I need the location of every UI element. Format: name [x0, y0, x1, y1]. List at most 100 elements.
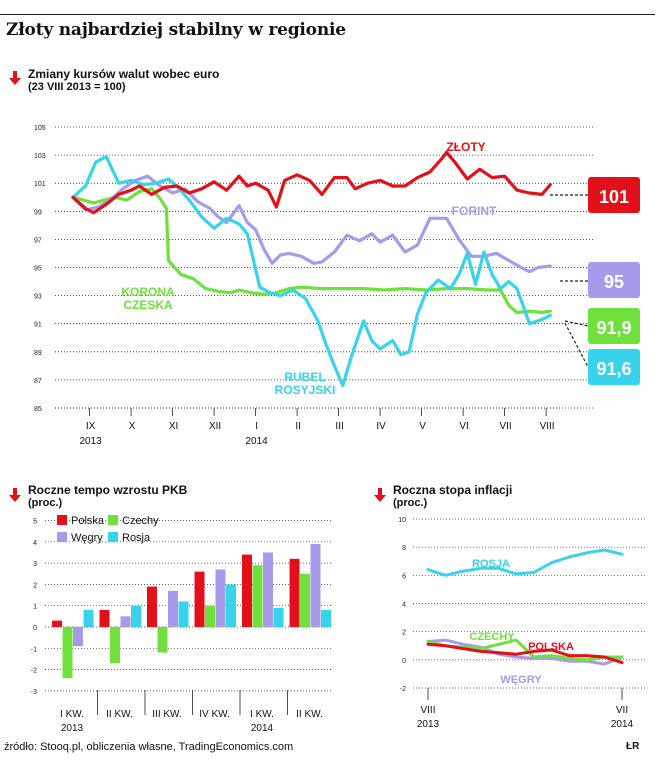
- cpi-series-line-wegry: [426, 638, 624, 666]
- fx-chart-subtitle: (23 VIII 2013 = 100): [28, 81, 126, 93]
- gdp-x-tick-label: I KW.: [60, 709, 84, 720]
- fx-x-tick-label: I: [255, 421, 258, 432]
- gdp-bar-wegry: [73, 627, 83, 647]
- fx-y-tick-label: 97: [34, 237, 42, 244]
- cpi-y-tick-label: -2: [400, 686, 406, 693]
- gdp-legend-swatch-czechy: [108, 515, 118, 525]
- gdp-bar-czechy: [157, 627, 168, 653]
- gdp-chart-title: Roczne tempo wzrostu PKB: [28, 483, 188, 497]
- fx-series-line-zloty: [71, 150, 552, 215]
- gdp-bar-czechy: [252, 565, 263, 627]
- gdp-bar-czechy: [62, 627, 73, 679]
- gdp-bar-polska: [289, 558, 300, 627]
- fx-end-connector-rubel: [564, 322, 589, 368]
- cpi-series-name-polska: POLSKA: [528, 641, 574, 653]
- cpi-chart-title: Roczna stopa inflacji: [393, 483, 513, 497]
- fx-chart-title: Zmiany kursów walut wobec euro: [28, 67, 220, 81]
- cpi-x-tick-year: 2014: [611, 719, 634, 730]
- gdp-x-tick-label: II KW.: [106, 709, 133, 720]
- red-down-arrow-icon: [9, 71, 21, 85]
- gdp-y-tick-label: -1: [31, 646, 37, 653]
- fx-end-value-label-forint: 95: [604, 272, 624, 292]
- fx-series-line-forint: [71, 174, 552, 274]
- fx-y-tick-label: 95: [34, 266, 42, 273]
- fx-y-tick-label: 105: [34, 125, 46, 132]
- fx-x-tick-label: VI: [459, 421, 468, 432]
- fx-x-tick-label: IV: [376, 421, 386, 432]
- gdp-legend-swatch-wegry: [57, 532, 67, 542]
- gdp-legend-label-czechy: Czechy: [122, 515, 159, 527]
- cpi-x-tick-label: VIII: [420, 705, 435, 716]
- fx-end-value-label-zloty: 101: [599, 187, 629, 207]
- fx-x-tick-label: VII: [499, 421, 511, 432]
- cpi-y-tick-label: 6: [402, 573, 406, 580]
- gdp-bar-czechy: [205, 605, 215, 627]
- gdp-bar-polska: [147, 586, 157, 627]
- gdp-legend-swatch-rosja: [108, 532, 118, 542]
- fx-series-name-rubel: RUBEL: [284, 370, 325, 384]
- fx-end-value-label-korona: 91,9: [596, 318, 631, 338]
- gdp-chart-subtitle: (proc.): [28, 497, 63, 509]
- fx-x-tick-label: II: [295, 421, 301, 432]
- cpi-y-tick-label: 2: [402, 630, 406, 637]
- gdp-y-tick-label: -3: [31, 689, 37, 696]
- gdp-bar-polska: [194, 571, 205, 627]
- gdp-legend-label-polska: Polska: [71, 515, 105, 527]
- fx-y-tick-label: 103: [34, 153, 46, 160]
- cpi-series-name-wegry: WĘGRY: [500, 674, 542, 686]
- gdp-bar-rosja: [321, 609, 331, 627]
- fx-series-line-korona: [71, 187, 552, 315]
- author-credit: ŁR: [626, 741, 640, 752]
- gdp-y-tick-label: 5: [33, 519, 37, 526]
- gdp-bar-rosja: [178, 601, 189, 627]
- gdp-x-tick-label: I KW.: [250, 709, 274, 720]
- gdp-bar-wegry: [263, 552, 273, 627]
- gdp-bar-rosja: [226, 584, 236, 627]
- cpi-y-tick-label: 8: [402, 545, 406, 552]
- fx-x-tick-label: X: [129, 421, 136, 432]
- fx-end-value-box-forint: [588, 262, 640, 298]
- gdp-y-tick-label: 1: [33, 604, 37, 611]
- gdp-legend-label-wegry: Węgry: [71, 532, 103, 544]
- fx-x-tick-label: VIII: [540, 421, 555, 432]
- cpi-series-line-rosja: [426, 548, 624, 577]
- fx-end-value-box-rubel: [588, 349, 640, 385]
- red-down-arrow-icon: [374, 488, 386, 502]
- gdp-x-tick-year: 2014: [251, 723, 274, 734]
- red-down-arrow-icon: [9, 488, 21, 502]
- gdp-bar-wegry: [120, 616, 131, 627]
- gdp-bar-czechy: [110, 627, 120, 664]
- fx-end-connector-korona: [564, 320, 589, 327]
- fx-series-name-korona: KORONA: [121, 285, 175, 299]
- gdp-y-tick-label: 0: [33, 625, 37, 632]
- fx-series-name-forint: FORINT: [452, 204, 497, 218]
- cpi-series-line-polska: [426, 642, 624, 665]
- gdp-bar-polska: [99, 609, 110, 627]
- fx-y-tick-label: 87: [34, 378, 42, 385]
- fx-y-tick-label: 101: [34, 181, 46, 188]
- gdp-bar-wegry: [215, 569, 226, 627]
- fx-end-value-label-rubel: 91,6: [596, 359, 631, 379]
- gdp-y-tick-label: 4: [33, 540, 37, 547]
- gdp-bar-wegry: [310, 543, 321, 627]
- gdp-x-tick-year: 2013: [61, 723, 84, 734]
- cpi-x-tick-year: 2013: [417, 719, 440, 730]
- fx-y-tick-label: 93: [34, 294, 42, 301]
- fx-y-tick-label: 99: [34, 209, 42, 216]
- fx-series-name-rubel: ROSYJSKI: [275, 383, 336, 397]
- gdp-x-tick-label: II KW.: [296, 709, 323, 720]
- cpi-series-name-rosja: ROSJA: [472, 558, 510, 570]
- fx-series-name-korona: CZESKA: [123, 298, 173, 312]
- gdp-legend-swatch-polska: [57, 515, 67, 525]
- gdp-bar-rosja: [273, 607, 284, 627]
- fx-x-tick-label: XII: [209, 421, 221, 432]
- gdp-x-tick-label: IV KW.: [199, 709, 230, 720]
- gdp-legend-label-rosja: Rosja: [122, 532, 151, 544]
- page-title: Złoty najbardziej stabilny w regionie: [6, 20, 346, 40]
- fx-end-value-box-zloty: [588, 177, 640, 213]
- gdp-bar-wegry: [168, 590, 178, 627]
- top-rule: [0, 14, 655, 15]
